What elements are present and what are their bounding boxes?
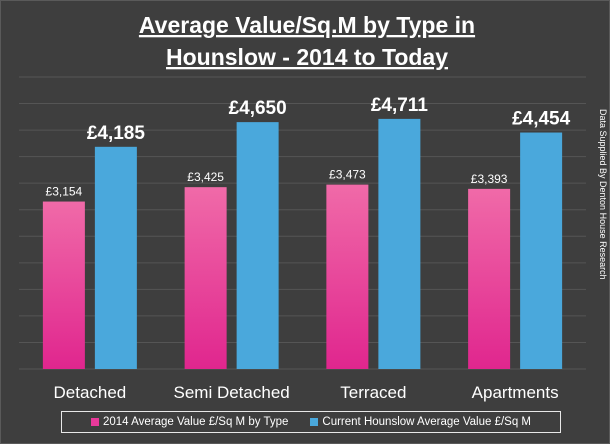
chart-title-line-1: Average Value/Sq.M by Type in — [139, 12, 475, 38]
value-label-current-detached: £4,185 — [87, 123, 146, 144]
legend: 2014 Average Value £/Sq M by Type Curren… — [61, 411, 561, 433]
data-source-note: Data Supplied By Denton House Research — [598, 109, 608, 280]
category-label-detached: Detached — [53, 383, 126, 402]
category-label-apartments: Apartments — [472, 383, 559, 402]
value-label-2014-detached: £3,154 — [46, 185, 83, 199]
legend-entry-2014: 2014 Average Value £/Sq M by Type — [90, 416, 289, 428]
bar-2014-semi-detached — [184, 187, 227, 369]
value-labels: £3,154 £4,185 £3,425 £4,650 £3,473 £4,711 £3,3… — [46, 95, 571, 199]
bars — [42, 118, 563, 369]
legend-label-current: Current Hounslow Average Value £/Sq M — [322, 416, 532, 428]
category-label-semi-detached: Semi Detached — [174, 383, 290, 402]
bar-2014-detached — [42, 201, 85, 369]
legend-swatch-current — [310, 418, 319, 426]
chart-title-line-2: Hounslow - 2014 to Today — [166, 44, 448, 70]
value-label-2014-semi-detached: £3,425 — [187, 170, 224, 184]
legend-swatch-2014 — [90, 418, 99, 426]
value-label-2014-terraced: £3,473 — [329, 168, 366, 182]
bar-current-detached — [94, 146, 137, 369]
bar-2014-apartments — [468, 188, 511, 369]
bar-current-terraced — [378, 118, 421, 369]
value-label-current-semi-detached: £4,650 — [229, 98, 287, 119]
value-label-current-terraced: £4,711 — [371, 95, 428, 116]
category-labels: Detached Semi Detached Terraced Apartments — [53, 383, 558, 402]
value-label-2014-apartments: £3,393 — [471, 172, 508, 186]
bar-2014-terraced — [326, 184, 369, 369]
bar-current-apartments — [520, 132, 563, 369]
legend-label-2014: 2014 Average Value £/Sq M by Type — [102, 416, 289, 428]
value-label-current-apartments: £4,454 — [512, 109, 571, 130]
category-label-terraced: Terraced — [340, 383, 406, 402]
bar-current-semi-detached — [236, 122, 279, 369]
legend-entry-current: Current Hounslow Average Value £/Sq M — [310, 416, 531, 428]
